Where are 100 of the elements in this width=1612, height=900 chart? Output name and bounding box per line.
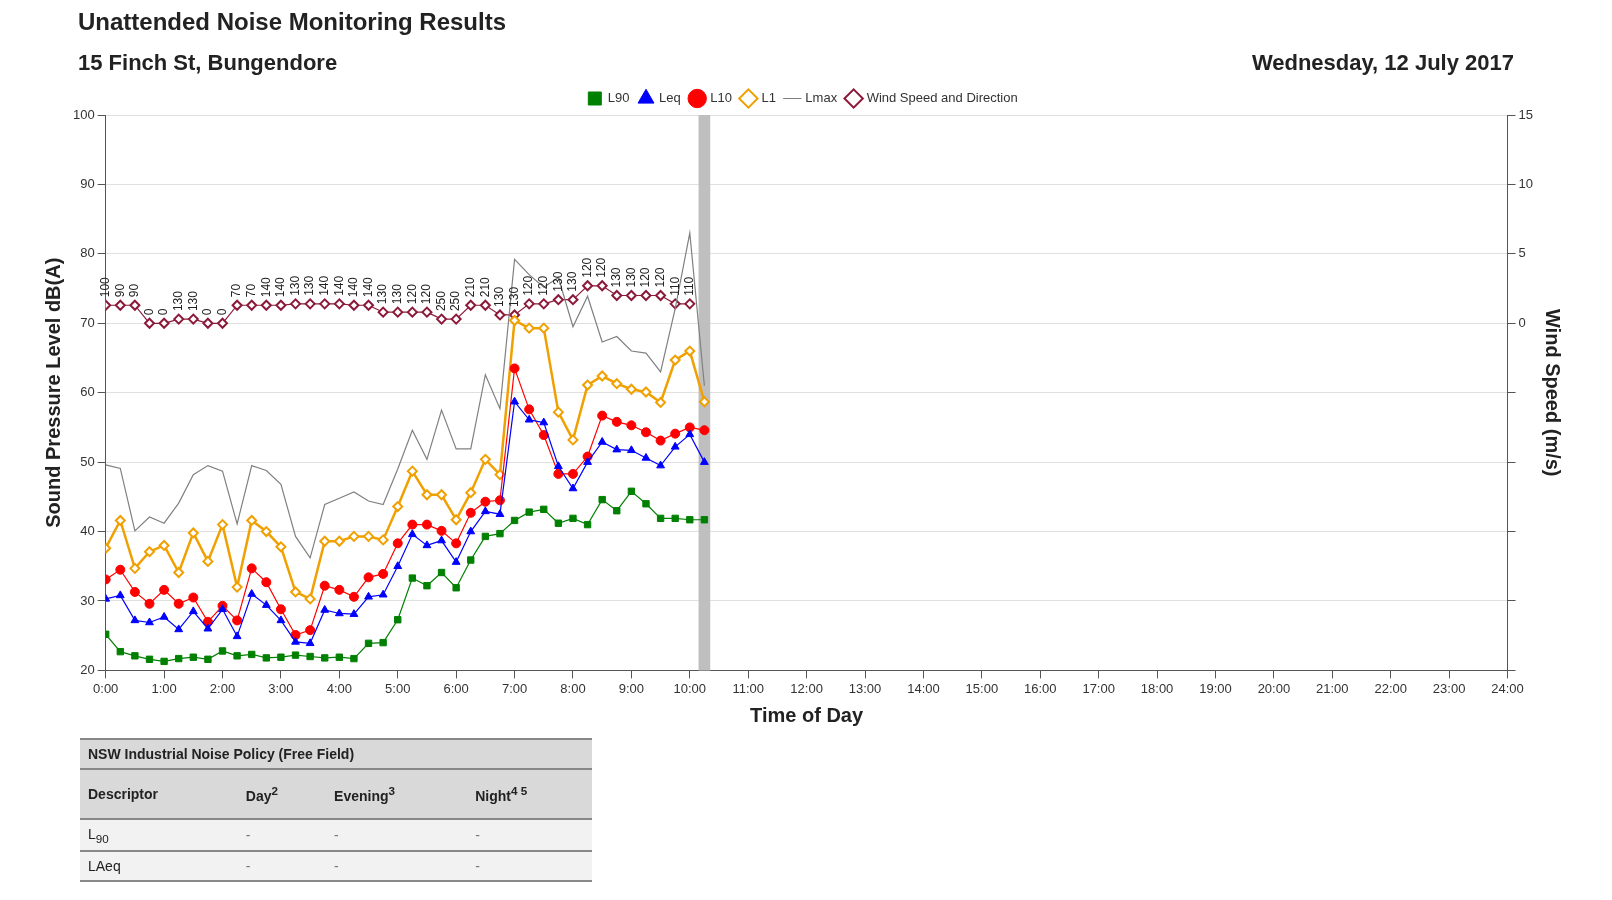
point [641, 452, 651, 461]
x-tick-label: 15:00 [965, 680, 999, 696]
point [159, 611, 169, 620]
x-tick-label: 23:00 [1432, 680, 1466, 696]
point [348, 591, 359, 602]
x-tick-label: 7:00 [501, 680, 528, 696]
category-label: Night$^{4 5}$ [474, 783, 529, 806]
point [407, 529, 417, 538]
point [173, 598, 184, 609]
point [479, 453, 491, 465]
point [261, 577, 272, 588]
point [378, 589, 388, 598]
x-tick-label: 17:00 [1082, 680, 1115, 696]
point [306, 652, 314, 661]
point [262, 654, 270, 662]
annotation: 130 [390, 283, 405, 305]
point [320, 605, 330, 613]
point [656, 460, 665, 469]
annotation: 90 [112, 283, 127, 298]
point [114, 514, 126, 526]
category-label: Day$^{2}$ [244, 783, 279, 806]
legend-label: Wind Speed and Direction [866, 90, 1018, 106]
x-tick-label: 19:00 [1199, 680, 1232, 696]
y2-tick-label: 15 [1518, 106, 1534, 122]
y-tick-label: 40 [80, 523, 95, 539]
point [640, 386, 652, 398]
y-tick-label: 90 [80, 176, 95, 191]
point [656, 514, 665, 523]
point [348, 530, 360, 542]
point [260, 526, 272, 538]
point [175, 654, 183, 663]
point [275, 604, 286, 615]
point [334, 608, 344, 617]
point [421, 489, 433, 501]
point [539, 417, 549, 426]
annotation: 130 [171, 290, 186, 312]
x-tick-label: 5:00 [385, 680, 411, 696]
point [494, 469, 506, 481]
point [523, 322, 535, 334]
point [611, 416, 622, 427]
point [173, 567, 185, 579]
point [452, 584, 460, 592]
point [218, 604, 227, 613]
annotation: 110 [682, 276, 697, 296]
point [363, 572, 374, 583]
point [130, 615, 140, 624]
point [319, 580, 330, 591]
annotation: 120 [521, 275, 536, 296]
point [218, 647, 227, 655]
point [627, 487, 636, 495]
point [392, 538, 403, 549]
y-tick-label: 20 [80, 661, 95, 677]
point [451, 557, 461, 565]
point [145, 655, 154, 663]
x-tick-label: 2:00 [209, 680, 236, 696]
point [510, 516, 519, 525]
legend-label: Leq [659, 90, 681, 106]
point [423, 582, 431, 590]
category-label: Evening$^{3}$ [333, 783, 397, 806]
point [509, 363, 520, 374]
x-tick-label: 16:00 [1023, 680, 1057, 696]
annotation: 140 [346, 276, 361, 298]
point [698, 396, 710, 408]
point [480, 506, 490, 515]
legend-label: L1 [761, 90, 776, 106]
annotation: 0 [156, 308, 171, 316]
x-tick-label: 18:00 [1140, 680, 1174, 696]
point [145, 617, 154, 626]
annotation: 90 [127, 283, 142, 298]
annotation: 0 [214, 308, 229, 316]
point [465, 507, 476, 518]
annotation: 120 [419, 283, 434, 305]
annotation: 140 [331, 275, 346, 296]
point [436, 525, 447, 536]
annotation: 0 [141, 308, 156, 316]
legend-label: Lmax [805, 90, 838, 106]
point [554, 519, 563, 527]
annotation: 130 [609, 267, 624, 288]
point [670, 428, 681, 439]
annotation: 120 [536, 275, 551, 296]
point [349, 609, 359, 617]
point [700, 516, 709, 524]
x-tick-label: 8:00 [560, 680, 586, 696]
x-tick-label: 22:00 [1374, 680, 1407, 696]
point [642, 500, 650, 508]
point [116, 647, 124, 656]
point [437, 568, 446, 577]
point [202, 555, 214, 567]
point [436, 489, 448, 501]
point [510, 396, 519, 405]
annotation: 70 [229, 283, 244, 298]
x-tick-label: 24:00 [1491, 680, 1524, 696]
point [612, 444, 622, 453]
point [465, 487, 477, 499]
point [583, 457, 592, 465]
point [305, 638, 315, 647]
point [598, 495, 606, 504]
point [379, 638, 387, 647]
point [188, 592, 199, 603]
point [613, 507, 621, 515]
